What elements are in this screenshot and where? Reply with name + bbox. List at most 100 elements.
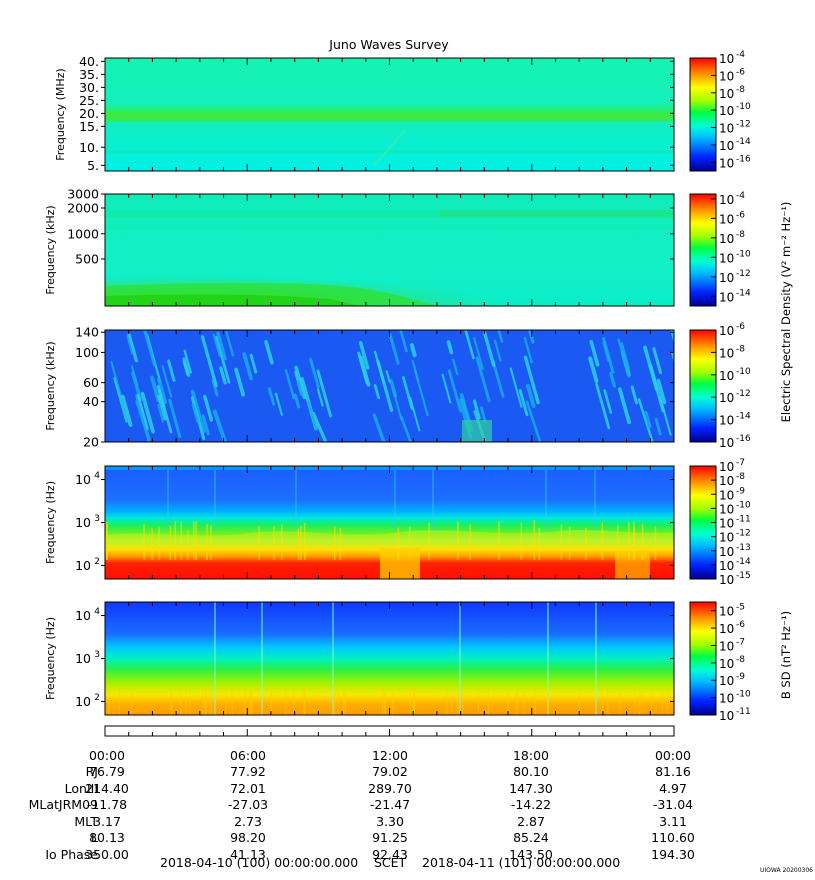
colorbar-tick-exponent: -10: [736, 367, 751, 377]
ephemeris-value: 143.50: [509, 846, 553, 862]
footer: 2018-04-10 (100) 00:00:00.000 SCET 2018-…: [0, 855, 815, 873]
colorbar-tick-label: 10: [719, 605, 734, 619]
ytick-label: 20: [83, 435, 99, 450]
ephemeris-label: MLatJRM09: [28, 797, 98, 812]
time-tick-label: 12:00: [371, 748, 409, 763]
colorbar-tick-label: 10: [719, 193, 734, 207]
colorbar-tick-label: 10: [719, 517, 734, 531]
colorbar-tick-exponent: -8: [736, 230, 745, 240]
colorbar-tick-exponent: -9: [736, 672, 745, 682]
colorbar-tick-label: 10: [719, 324, 734, 338]
colorbar-tick-label: 10: [719, 139, 734, 153]
ylabel: Frequency (kHz): [44, 341, 57, 430]
colorbar-tick-exponent: -6: [736, 210, 745, 220]
time-tick-label: 00:00: [88, 748, 126, 763]
ephemeris-value: -27.03: [227, 797, 269, 812]
colorbar-tick-label: 10: [719, 87, 734, 101]
time-tick-label: 18:00: [512, 748, 550, 763]
colorbar-tick-exponent: -6: [736, 322, 745, 332]
colorbar-tick-label: 10: [719, 290, 734, 304]
colorbar-tick-label: 10: [719, 474, 734, 488]
electric-sd-label: Electric Spectral Density (V² m⁻² Hz⁻¹): [779, 202, 793, 423]
colorbar-tick-exponent: -4: [736, 191, 745, 201]
colorbar-tick-exponent: -8: [736, 472, 745, 482]
ephemeris-label: RJ: [85, 764, 98, 779]
panel-5-spikes: [108, 602, 669, 715]
ephemeris-value: 77.92: [230, 764, 266, 779]
colorbar-tick-exponent: -14: [736, 137, 751, 147]
footer-end: 2018-04-11 (101) 00:00:00.000: [422, 855, 621, 870]
spectrogram-figure: Juno Waves Survey: [44, 37, 793, 737]
time-tick-row: 00:00 06:00 12:00 18:00 00:00: [0, 748, 815, 764]
panel-3-spectrogram: [105, 330, 674, 442]
colorbar-tick-exponent: -10: [736, 690, 751, 700]
ytick-label: 5.: [87, 158, 99, 173]
ephemeris-value: 214.40: [85, 780, 129, 796]
ylabel: Frequency (kHz): [44, 205, 57, 294]
colorbar-tick-label: 10: [719, 545, 734, 559]
colorbar-tick-exponent: -10: [736, 500, 751, 510]
ephemeris-value: 41.13: [230, 846, 266, 862]
ytick-exponent: 3: [94, 650, 100, 660]
ephemeris-label: Io Phase: [45, 846, 98, 862]
ephemeris-value: -21.47: [369, 797, 411, 812]
colorbar-tick-label: 10: [719, 391, 734, 405]
ephemeris-row: Io Phase 350.00 41.13 92.43 143.50 194.30: [0, 847, 815, 863]
ylabel: Frequency (Hz): [44, 617, 57, 700]
ytick-label: 20.: [79, 106, 99, 121]
ephemeris-row: RJ 76.79 77.92 79.02 80.10 81.16: [0, 764, 815, 780]
ytick-exponent: 3: [94, 514, 100, 524]
colorbar-tick-label: 10: [719, 156, 734, 170]
colorbar-tick-exponent: -11: [736, 707, 751, 717]
panel-4-spectrogram: [105, 466, 674, 579]
ytick-exponent: 2: [94, 693, 100, 703]
colorbar-tick-label: 10: [719, 674, 734, 688]
colorbar-2: [689, 193, 717, 307]
colorbar-tick-exponent: -7: [736, 637, 745, 647]
ytick-label: 140: [75, 325, 99, 340]
panel-2-spectrogram: [105, 194, 674, 306]
ephemeris-row: MLT 3.17 2.73 3.30 2.87 3.11: [0, 814, 815, 830]
colorbar-tick-exponent: -8: [736, 655, 745, 665]
colorbar-tick-label: 10: [719, 502, 734, 516]
colorbar-tick-label: 10: [719, 212, 734, 226]
ytick-label: 2000: [67, 201, 99, 216]
ephemeris-value: 79.02: [372, 764, 408, 779]
time-tick-label: 00:00: [654, 748, 692, 763]
ytick-label: 100: [75, 345, 99, 360]
colorbar-tick-label: 10: [719, 559, 734, 573]
axes-layer: 40.35.30.25.20.15. 10. 5. Frequency (MHz) 10…: [44, 50, 751, 736]
ephemeris-table: 00:00 06:00 12:00 18:00 00:00 RJ 76.79 77.92 79.…: [0, 744, 815, 862]
colorbar-5: [689, 601, 717, 716]
colorbar-tick-label: 10: [719, 460, 734, 474]
colorbar-tick-label: 10: [719, 657, 734, 671]
time-axis-box: [104, 725, 675, 737]
colorbar-tick-exponent: -14: [736, 288, 751, 298]
colorbar-tick-label: 10: [719, 622, 734, 636]
colorbar-tick-label: 10: [719, 271, 734, 285]
colorbar-tick-exponent: -6: [736, 620, 745, 630]
colorbar-tick-exponent: -8: [736, 344, 745, 354]
colorbar-tick-exponent: -12: [736, 529, 751, 539]
footer-axis: SCET: [374, 855, 407, 870]
panel-1-spectrogram: [105, 58, 674, 171]
ephemeris-row: MLatJRM09 -11.78 -27.03 -21.47 -14.22 -31.04: [0, 797, 815, 813]
colorbar-tick-exponent: -7: [736, 458, 745, 468]
colorbar-tick-label: 10: [719, 436, 734, 450]
ytick-label: 60: [83, 375, 99, 390]
ytick-label: 10: [75, 608, 91, 623]
time-tick-label: 06:00: [229, 748, 267, 763]
ephemeris-value: 147.30: [509, 780, 553, 796]
colorbar-1: [689, 57, 717, 172]
colorbar-tick-label: 10: [719, 414, 734, 428]
ytick-label: 10: [75, 472, 91, 487]
ephemeris-value: -11.78: [86, 797, 128, 812]
colorbar-tick-exponent: -12: [736, 389, 751, 399]
colorbar-tick-exponent: -10: [736, 102, 751, 112]
colorbar-tick-label: 10: [719, 692, 734, 706]
colorbar-tick-exponent: -16: [736, 434, 751, 444]
ephemeris-value: 3.30: [376, 813, 404, 829]
colorbar-3: [689, 329, 717, 443]
ytick-label: 30.: [79, 80, 99, 95]
panel-5-spectrogram: [105, 602, 674, 715]
